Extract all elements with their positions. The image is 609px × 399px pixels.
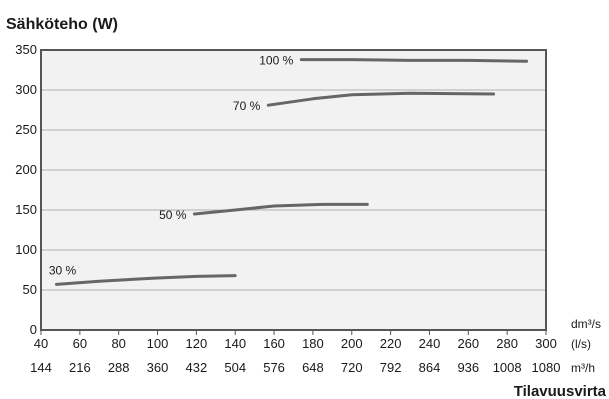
series-label: 70 %	[233, 99, 261, 113]
x-tick-label-m3h: 720	[341, 360, 363, 375]
x-tick-label-m3h: 216	[69, 360, 91, 375]
x-tick-label: 40	[34, 336, 48, 351]
x-tick-label-m3h: 792	[380, 360, 402, 375]
x-tick-label-m3h: 288	[108, 360, 130, 375]
x-tick-label-m3h: 864	[419, 360, 441, 375]
x-unit-secondary: (l/s)	[571, 337, 591, 351]
plot-frame	[40, 49, 547, 331]
x-tick-label: 260	[457, 336, 479, 351]
x-tick-label: 200	[341, 336, 363, 351]
series-line	[266, 91, 496, 107]
series-line	[299, 58, 529, 63]
y-tick-label: 100	[15, 242, 37, 257]
plot-area	[41, 50, 546, 330]
x-axis-title: Tilavuusvirta	[514, 383, 607, 399]
x-tick-label: 140	[224, 336, 246, 351]
series-label: 50 %	[159, 208, 187, 222]
y-tick-label: 150	[15, 202, 37, 217]
x-tick-label-m3h: 1008	[493, 360, 522, 375]
x-tick-label-m3h: 360	[147, 360, 169, 375]
x-tick-label: 300	[535, 336, 557, 351]
y-tick-label: 300	[15, 82, 37, 97]
x-unit-primary: dm³/s	[571, 317, 601, 331]
x-tick-label-m3h: 1080	[532, 360, 561, 375]
x-tick-label: 280	[496, 336, 518, 351]
x-tick-label: 100	[147, 336, 169, 351]
x-tick-label: 80	[111, 336, 125, 351]
series-label: 30 %	[49, 263, 77, 277]
series-label: 100 %	[259, 54, 293, 68]
x-tick-label: 120	[186, 336, 208, 351]
x-tick-label-m3h: 432	[186, 360, 208, 375]
series-lines: 30 % 50 % 70 % 100 %	[49, 54, 529, 286]
series-line	[192, 202, 369, 216]
x-tick-label-m3h: 504	[224, 360, 246, 375]
x-tick-label: 60	[73, 336, 87, 351]
y-tick-label: 350	[15, 42, 37, 57]
y-axis-ticks: 0 50 100 150 200 250 300 350	[15, 42, 37, 337]
x-tick-label-m3h: 144	[30, 360, 52, 375]
x-tick-label-m3h: 576	[263, 360, 285, 375]
x-tick-label-m3h: 936	[457, 360, 479, 375]
x-axis-ticks: 40 60 80 100 120 140 160 180 200 220 240 260 280 300	[34, 330, 557, 351]
x-unit-tertiary: m³/h	[571, 361, 595, 375]
x-axis-ticks-m3h: 144 216 288 360 432 504 576 648 720 792 864 936 1008…	[30, 360, 560, 375]
gridlines	[41, 89, 546, 291]
chart-title: Sähköteho (W)	[6, 16, 118, 33]
y-tick-label: 0	[30, 322, 37, 337]
x-tick-label-m3h: 648	[302, 360, 324, 375]
x-tick-label: 160	[263, 336, 285, 351]
x-tick-label: 220	[380, 336, 402, 351]
y-tick-label: 50	[23, 282, 37, 297]
y-tick-label: 200	[15, 162, 37, 177]
x-tick-label: 180	[302, 336, 324, 351]
series-line	[55, 274, 237, 286]
x-tick-label: 240	[419, 336, 441, 351]
y-tick-label: 250	[15, 122, 37, 137]
